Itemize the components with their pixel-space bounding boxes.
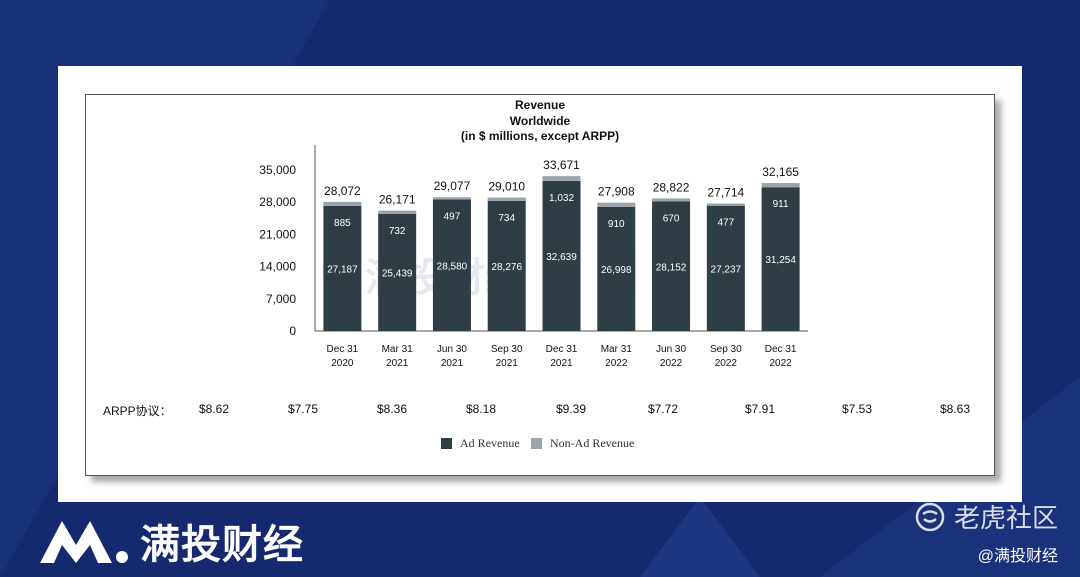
data-label-ad: 28,276 bbox=[491, 262, 522, 273]
chart-subtitle-units: (in $ millions, except ARPP) bbox=[460, 129, 620, 143]
community-name: 老虎社区 bbox=[953, 503, 1058, 533]
data-label-ad: 32,639 bbox=[546, 252, 577, 263]
tiger-icon bbox=[915, 502, 945, 531]
handle-watermark: @满投财经 bbox=[977, 548, 1058, 565]
data-label-nonad: 732 bbox=[389, 226, 406, 237]
data-label-ad: 26,998 bbox=[601, 265, 632, 276]
bar-nonad-revenue bbox=[323, 201, 362, 206]
legend-label-nonad: Non-Ad Revenue bbox=[550, 436, 635, 450]
bar-ad-revenue bbox=[652, 201, 691, 331]
bar-ad-revenue bbox=[378, 213, 417, 331]
x-tick-label: Sep 30 bbox=[710, 344, 742, 355]
bar-ad-revenue bbox=[432, 199, 471, 331]
bar-nonad-revenue bbox=[432, 197, 471, 200]
x-tick-label: Dec 31 bbox=[765, 344, 797, 355]
x-tick-label: Dec 31 bbox=[327, 344, 359, 355]
y-tick-label: 35,000 bbox=[259, 163, 296, 177]
data-label-ad: 31,254 bbox=[765, 255, 796, 266]
legend-item-nonad: Non-Ad Revenue bbox=[531, 436, 634, 451]
bar-nonad-revenue bbox=[761, 183, 800, 188]
x-tick-label: Jun 30 bbox=[437, 344, 467, 355]
bar-nonad-revenue bbox=[652, 198, 691, 202]
data-label-total: 27,908 bbox=[598, 185, 635, 199]
community-watermark: 老虎社区 bbox=[914, 498, 1058, 535]
data-label-total: 28,072 bbox=[324, 184, 361, 198]
data-label-total: 28,822 bbox=[653, 180, 690, 194]
x-tick-label: Dec 31 bbox=[546, 344, 578, 355]
bar-nonad-revenue bbox=[706, 203, 745, 206]
x-tick-label: 2021 bbox=[550, 358, 573, 369]
bar-nonad-revenue bbox=[542, 176, 581, 181]
data-label-total: 32,165 bbox=[762, 165, 799, 179]
x-tick-label: 2021 bbox=[386, 358, 409, 369]
bar-nonad-revenue bbox=[378, 210, 417, 214]
y-tick-label: 21,000 bbox=[259, 227, 296, 241]
bar-ad-revenue bbox=[542, 180, 581, 331]
y-tick-label: 14,000 bbox=[259, 260, 296, 274]
bar-ad-revenue bbox=[706, 205, 745, 331]
arpp-value: $7.91 bbox=[745, 402, 776, 416]
data-label-nonad: 477 bbox=[717, 218, 734, 229]
data-label-nonad: 734 bbox=[498, 213, 515, 224]
chart-subtitle: Worldwide bbox=[509, 114, 571, 128]
x-tick-label: Mar 31 bbox=[601, 344, 633, 355]
arpp-value: $9.39 bbox=[556, 402, 587, 416]
legend-label-ad: Ad Revenue bbox=[460, 436, 520, 450]
data-label-total: 26,171 bbox=[379, 193, 416, 207]
data-label-nonad: 1,032 bbox=[549, 193, 574, 204]
legend-item-ad: Ad Revenue bbox=[441, 436, 520, 451]
x-tick-label: 2021 bbox=[441, 358, 464, 369]
arpp-value: $7.53 bbox=[842, 402, 873, 416]
data-label-ad: 27,237 bbox=[711, 264, 742, 275]
arpp-value: $8.62 bbox=[199, 402, 230, 416]
data-label-nonad: 670 bbox=[663, 214, 680, 225]
legend-swatch-ad bbox=[441, 438, 452, 449]
x-tick-label: 2021 bbox=[496, 358, 519, 369]
data-label-ad: 25,439 bbox=[382, 268, 413, 279]
y-tick-label: 0 bbox=[289, 324, 296, 338]
arpp-value: $8.63 bbox=[940, 402, 971, 416]
bar-nonad-revenue bbox=[597, 202, 636, 207]
arpp-value: $8.36 bbox=[377, 402, 408, 416]
bar-ad-revenue bbox=[761, 187, 800, 331]
background-shape bbox=[640, 497, 760, 577]
bar-ad-revenue bbox=[487, 200, 526, 331]
x-tick-label: 2022 bbox=[769, 358, 792, 369]
brand-name: 满投财经 bbox=[140, 523, 304, 567]
chart-title: Revenue bbox=[514, 98, 566, 112]
arpp-value: $7.72 bbox=[648, 402, 679, 416]
bar-ad-revenue bbox=[323, 205, 362, 331]
data-label-total: 33,671 bbox=[543, 158, 580, 172]
brand-logo: 满投财经 bbox=[36, 512, 304, 570]
data-label-nonad: 497 bbox=[444, 212, 461, 223]
brand-mark-icon bbox=[40, 521, 128, 563]
data-label-ad: 28,580 bbox=[437, 261, 468, 272]
data-label-total: 29,010 bbox=[488, 180, 525, 194]
x-tick-label: 2022 bbox=[660, 358, 683, 369]
y-tick-label: 28,000 bbox=[259, 195, 296, 209]
arpp-value: $7.75 bbox=[288, 402, 319, 416]
data-label-ad: 27,187 bbox=[327, 264, 358, 275]
x-tick-label: Sep 30 bbox=[491, 344, 523, 355]
y-tick-label: 7,000 bbox=[266, 292, 296, 306]
data-label-total: 29,077 bbox=[434, 179, 471, 193]
data-label-total: 27,714 bbox=[707, 186, 744, 200]
x-tick-label: Jun 30 bbox=[656, 344, 686, 355]
arpp-label: ARPP协议： bbox=[103, 404, 172, 418]
x-tick-label: 2022 bbox=[605, 358, 628, 369]
arpp-value: $8.18 bbox=[466, 402, 497, 416]
chart-frame bbox=[85, 94, 995, 476]
data-label-nonad: 885 bbox=[334, 218, 351, 229]
legend-swatch-nonad bbox=[531, 438, 542, 449]
x-tick-label: Mar 31 bbox=[382, 344, 414, 355]
data-label-nonad: 910 bbox=[608, 219, 625, 230]
x-tick-label: 2022 bbox=[715, 358, 738, 369]
data-label-ad: 28,152 bbox=[656, 262, 687, 273]
bar-ad-revenue bbox=[597, 206, 636, 331]
bar-nonad-revenue bbox=[487, 197, 526, 201]
x-tick-label: 2020 bbox=[331, 358, 354, 369]
data-label-nonad: 911 bbox=[773, 199, 789, 210]
